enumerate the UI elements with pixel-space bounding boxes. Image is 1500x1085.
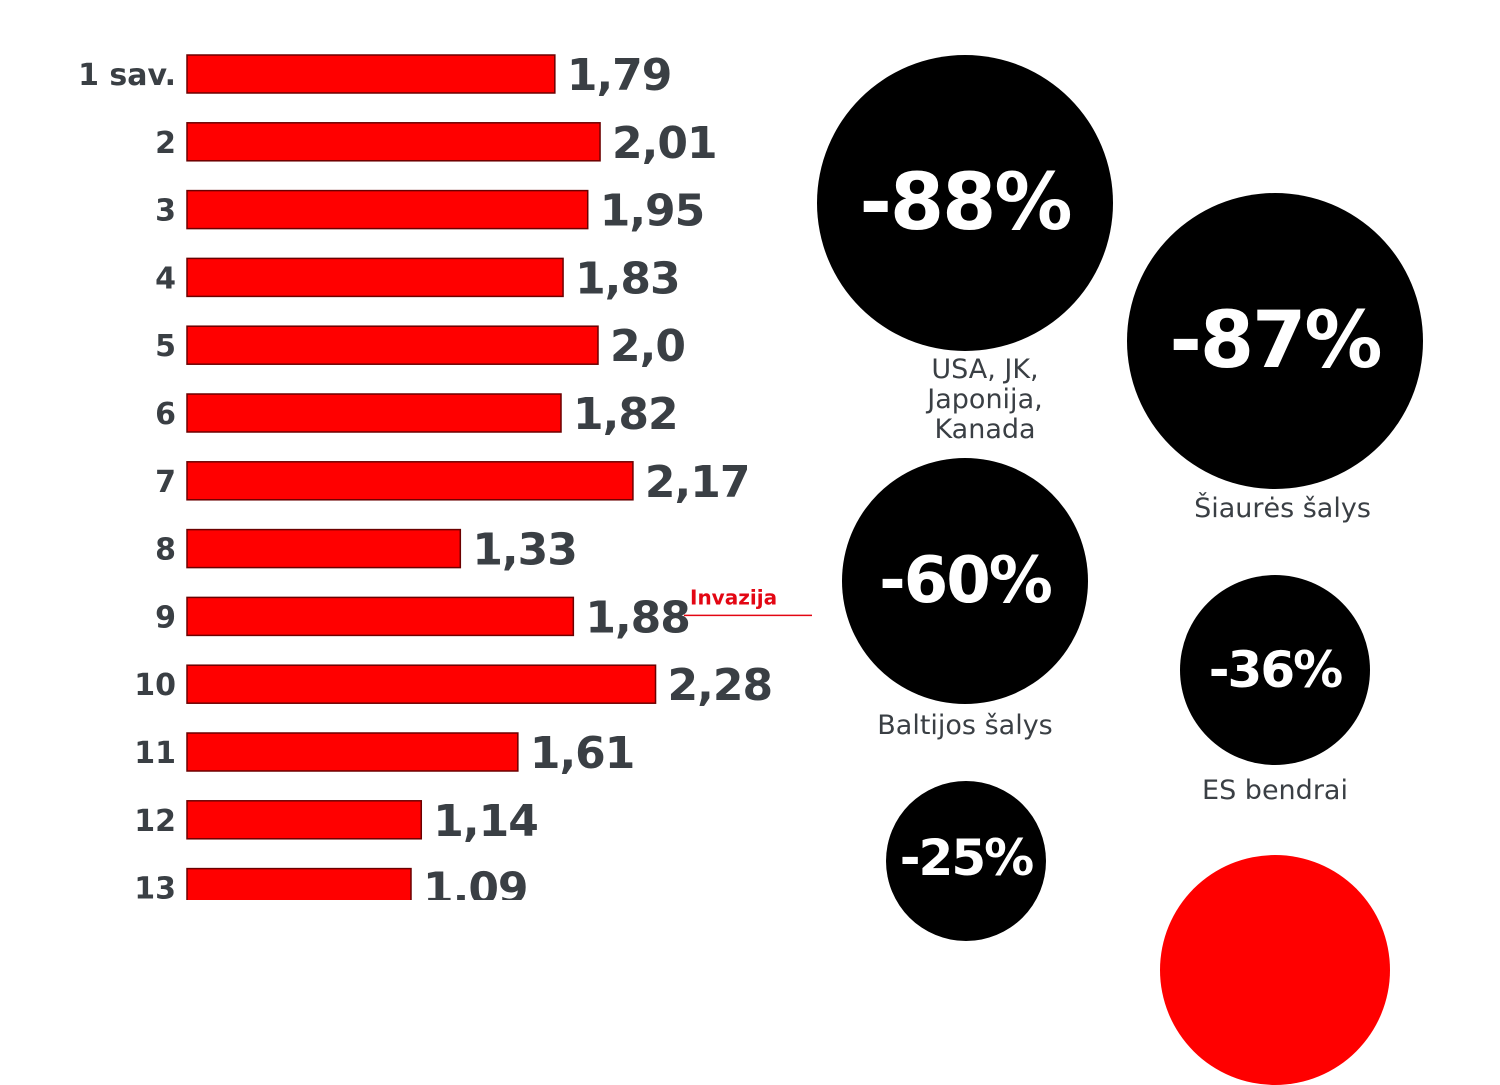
bar (186, 867, 412, 900)
circle-baltic: -60% (842, 458, 1088, 704)
circle-nordic: -87% (1127, 193, 1423, 489)
value-label: 2,0 (610, 321, 685, 372)
circle-usa-uk-japan-canada: -88% (817, 55, 1113, 351)
circle-label: USA, JK, Japonija, Kanada (927, 354, 1043, 445)
circle-value: -60% (879, 544, 1053, 618)
circle-eu: -36% (1180, 575, 1370, 765)
bar (186, 54, 556, 94)
value-label: 1,61 (530, 728, 635, 779)
week-label: 4 (155, 261, 176, 296)
value-label: 2,28 (668, 660, 773, 711)
bar (186, 528, 462, 569)
red-circle (1160, 855, 1390, 1085)
bar (186, 461, 634, 501)
week-label: 10 (134, 668, 176, 703)
circle-bottom: -25% (886, 781, 1046, 941)
bar (186, 325, 599, 365)
circle-value: -88% (859, 158, 1072, 248)
bar (186, 664, 657, 704)
value-label: 1,79 (567, 50, 672, 101)
bar (186, 732, 519, 772)
week-label: 11 (134, 736, 176, 771)
bar (186, 800, 423, 840)
value-label: 1,82 (573, 389, 678, 440)
circle-value: -25% (899, 829, 1034, 887)
value-label: 1,83 (575, 253, 680, 304)
week-label: 8 (155, 533, 176, 568)
week-label: 6 (155, 397, 176, 432)
week-label: 7 (155, 465, 176, 500)
bar-chart: 1 sav. 1,79 2 2,01 3 1,95 4 1,83 5 2,0 6 1,82 7 2,17 8… (78, 50, 812, 900)
value-label: 1,09 (423, 864, 528, 900)
circle-value: -36% (1208, 641, 1343, 699)
bar (186, 257, 564, 298)
circle-label: Šiaurės šalys (1194, 493, 1371, 524)
week-label: 1 sav. (78, 58, 176, 93)
week-label: 5 (155, 329, 176, 364)
value-label: 1,33 (472, 525, 577, 576)
bar (186, 393, 562, 433)
bar (186, 189, 589, 230)
week-label: 12 (134, 804, 176, 839)
value-label: 1,88 (585, 592, 690, 643)
invasion-annotation: Invazija (690, 585, 777, 609)
circle-label: Baltijos šalys (877, 710, 1053, 741)
value-label: 1,14 (433, 796, 538, 847)
bar (186, 596, 575, 637)
bar (186, 122, 601, 162)
circle-label: ES bendrai (1202, 775, 1348, 806)
value-label: 2,01 (612, 118, 717, 169)
circle-value: -87% (1169, 296, 1382, 386)
week-label: 3 (155, 194, 176, 229)
value-label: 1,95 (600, 186, 705, 237)
value-label: 2,17 (645, 457, 750, 508)
week-label: 2 (155, 126, 176, 161)
week-label: 9 (155, 600, 176, 635)
week-label: 13 (134, 872, 176, 900)
